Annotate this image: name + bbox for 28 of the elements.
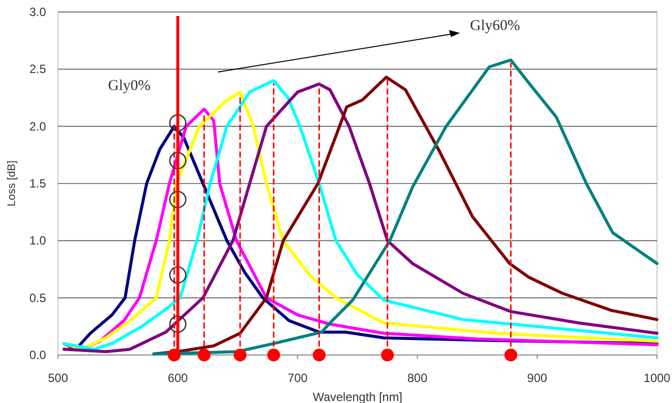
point [169, 152, 186, 170]
x-tick-label: 800 [407, 371, 428, 385]
y-tick-label: 1.0 [29, 234, 46, 248]
point [169, 266, 186, 284]
point [169, 316, 186, 333]
point [312, 348, 326, 362]
y-tick-label: 0.0 [29, 348, 46, 362]
annotation: Gly60% [470, 18, 520, 34]
y-tick-label: 2.5 [29, 62, 46, 76]
y-tick-label: 3.0 [29, 5, 46, 19]
x-tick-label: 600 [168, 371, 188, 385]
point [198, 348, 211, 362]
y-tick-label: 2.0 [29, 119, 46, 134]
y-axis-title: Loss [dB] [6, 160, 18, 206]
point [504, 348, 518, 362]
y-tick-label: 0.5 [29, 290, 46, 305]
point [381, 348, 394, 362]
x-tick-label: 700 [288, 371, 308, 385]
x-tick-label: 500 [48, 371, 68, 385]
y-tick-label: 1.5 [29, 176, 46, 190]
annotation: Gly0% [108, 78, 150, 94]
point [267, 348, 280, 362]
x-tick-label: 1000 [644, 371, 671, 385]
point [168, 348, 181, 362]
point [234, 348, 247, 362]
point [169, 190, 186, 208]
x-tick-label: 900 [527, 371, 548, 385]
point [169, 114, 186, 132]
